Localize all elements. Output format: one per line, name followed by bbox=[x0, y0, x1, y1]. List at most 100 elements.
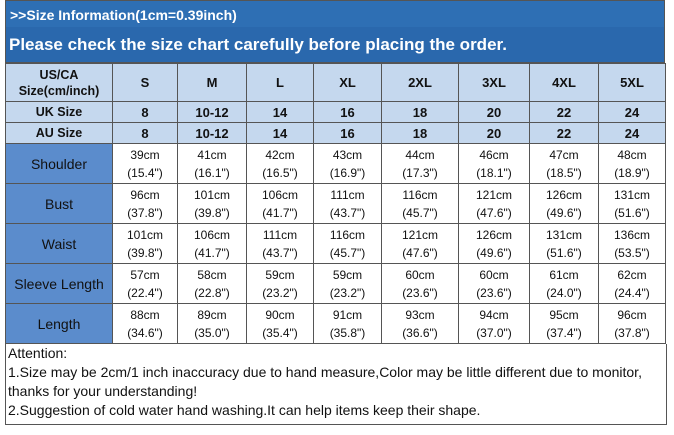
us-size-cell: 5XL bbox=[598, 63, 666, 102]
measurement-cell: 121cm (47.6") bbox=[381, 223, 459, 264]
measurement-row: Shoulder 39cm (15.4") 41cm (16.1") 42cm (16.5"… bbox=[5, 143, 666, 184]
inch-value: (39.8") bbox=[127, 245, 163, 260]
us-size-label: US/CA Size(cm/inch) bbox=[5, 63, 113, 102]
cm-value: 48cm bbox=[617, 147, 647, 162]
uk-size-cell: 24 bbox=[598, 101, 666, 123]
us-size-label-line1: US/CA bbox=[39, 67, 79, 82]
measurement-cell: 131cm (51.6") bbox=[598, 183, 666, 224]
us-size-cell: M bbox=[177, 63, 247, 102]
measurement-cell: 48cm (18.9") bbox=[598, 143, 666, 184]
cm-value: 96cm bbox=[617, 307, 647, 322]
measurement-cell: 96cm (37.8") bbox=[598, 303, 666, 344]
inch-value: (37.8") bbox=[127, 205, 163, 220]
au-size-cell: 16 bbox=[313, 122, 382, 144]
cm-value: 62cm bbox=[617, 267, 647, 282]
inch-value: (47.6") bbox=[476, 205, 512, 220]
measurement-label: Bust bbox=[5, 183, 113, 224]
au-size-cell: 8 bbox=[112, 122, 178, 144]
measurement-cell: 43cm (16.9") bbox=[313, 143, 382, 184]
measurement-row: Length 88cm (34.6") 89cm (35.0") 90cm (35.4") 9… bbox=[5, 303, 666, 344]
cm-value: 93cm bbox=[405, 307, 435, 322]
au-size-cell: 22 bbox=[529, 122, 599, 144]
cm-value: 101cm bbox=[126, 227, 164, 242]
cm-value: 58cm bbox=[197, 267, 227, 282]
measurement-cell: 116cm (45.7") bbox=[381, 183, 459, 224]
measurement-cell: 111cm (43.7") bbox=[313, 183, 382, 224]
order-notice-banner: Please check the size chart carefully be… bbox=[5, 27, 665, 63]
measurement-label: Waist bbox=[5, 223, 113, 264]
measurement-cell: 121cm (47.6") bbox=[458, 183, 530, 224]
cm-value: 131cm bbox=[613, 187, 651, 202]
cm-value: 116cm bbox=[329, 227, 366, 242]
cm-value: 41cm bbox=[197, 147, 227, 162]
inch-value: (36.6") bbox=[402, 325, 438, 340]
measurement-row: Waist 101cm (39.8") 106cm (41.7") 111cm (43.7"… bbox=[5, 223, 666, 264]
inch-value: (16.9") bbox=[329, 165, 366, 180]
measurement-cell: 89cm (35.0") bbox=[177, 303, 247, 344]
inch-value: (43.7") bbox=[262, 245, 298, 260]
us-size-label-line2: Size(cm/inch) bbox=[18, 83, 100, 98]
measurement-cell: 106cm (41.7") bbox=[246, 183, 314, 224]
cm-value: 111cm bbox=[262, 227, 298, 242]
us-size-cell: 2XL bbox=[381, 63, 459, 102]
measurement-cell: 93cm (36.6") bbox=[381, 303, 459, 344]
measurement-cell: 60cm (23.6") bbox=[381, 263, 459, 304]
uk-size-label: UK Size bbox=[5, 101, 113, 123]
au-size-cell: 14 bbox=[246, 122, 314, 144]
us-size-row: US/CA Size(cm/inch) S M L XL 2XL 3XL 4XL 5XL bbox=[5, 63, 666, 102]
cm-value: 44cm bbox=[405, 147, 435, 162]
cm-value: 61cm bbox=[549, 267, 579, 282]
attention-note-1: 1.Size may be 2cm/1 inch inaccuracy due … bbox=[8, 364, 642, 380]
inch-value: (45.7") bbox=[329, 245, 366, 260]
inch-value: (22.4") bbox=[127, 285, 163, 300]
cm-value: 94cm bbox=[479, 307, 509, 322]
uk-size-cell: 14 bbox=[246, 101, 314, 123]
inch-value: (41.7") bbox=[262, 205, 298, 220]
measurement-cell: 116cm (45.7") bbox=[313, 223, 382, 264]
measurement-cell: 106cm (41.7") bbox=[177, 223, 247, 264]
cm-value: 121cm bbox=[475, 187, 513, 202]
au-size-cell: 24 bbox=[598, 122, 666, 144]
cm-value: 88cm bbox=[130, 307, 160, 322]
inch-value: (24.4") bbox=[614, 285, 650, 300]
measurement-cell: 136cm (53.5") bbox=[598, 223, 666, 264]
us-size-cell: L bbox=[246, 63, 314, 102]
cm-value: 57cm bbox=[130, 267, 160, 282]
attention-note-1-cont: thanks for your understanding! bbox=[8, 383, 198, 399]
inch-value: (43.7") bbox=[329, 205, 366, 220]
measurement-label: Length bbox=[5, 303, 113, 344]
inch-value: (15.4") bbox=[127, 165, 163, 180]
attention-notes: Attention: 1.Size may be 2cm/1 inch inac… bbox=[5, 344, 667, 425]
measurement-cell: 62cm (24.4") bbox=[598, 263, 666, 304]
us-size-cell: 4XL bbox=[529, 63, 599, 102]
cm-value: 106cm bbox=[193, 227, 231, 242]
measurement-cell: 39cm (15.4") bbox=[112, 143, 178, 184]
measurement-cell: 58cm (22.8") bbox=[177, 263, 247, 304]
inch-value: (45.7") bbox=[402, 205, 438, 220]
uk-size-cell: 10-12 bbox=[177, 101, 247, 123]
inch-value: (23.6") bbox=[476, 285, 512, 300]
cm-value: 59cm bbox=[265, 267, 295, 282]
measurement-cell: 111cm (43.7") bbox=[246, 223, 314, 264]
cm-value: 106cm bbox=[261, 187, 299, 202]
inch-value: (49.6") bbox=[546, 205, 582, 220]
inch-value: (37.4") bbox=[546, 325, 582, 340]
inch-value: (23.2") bbox=[329, 285, 366, 300]
inch-value: (35.8") bbox=[329, 325, 366, 340]
measurement-cell: 60cm (23.6") bbox=[458, 263, 530, 304]
inch-value: (41.7") bbox=[194, 245, 230, 260]
au-size-row: AU Size 8 10-12 14 16 18 20 22 24 bbox=[5, 122, 666, 144]
au-size-cell: 18 bbox=[381, 122, 459, 144]
inch-value: (16.1") bbox=[194, 165, 230, 180]
cm-value: 131cm bbox=[545, 227, 583, 242]
cm-value: 47cm bbox=[549, 147, 579, 162]
inch-value: (18.9") bbox=[614, 165, 650, 180]
attention-title: Attention: bbox=[8, 345, 68, 361]
cm-value: 90cm bbox=[265, 307, 295, 322]
inch-value: (18.1") bbox=[476, 165, 512, 180]
attention-note-2: 2.Suggestion of cold water hand washing.… bbox=[8, 402, 481, 418]
inch-value: (34.6") bbox=[127, 325, 163, 340]
inch-value: (37.0") bbox=[476, 325, 512, 340]
inch-value: (35.4") bbox=[262, 325, 298, 340]
cm-value: 46cm bbox=[479, 147, 509, 162]
